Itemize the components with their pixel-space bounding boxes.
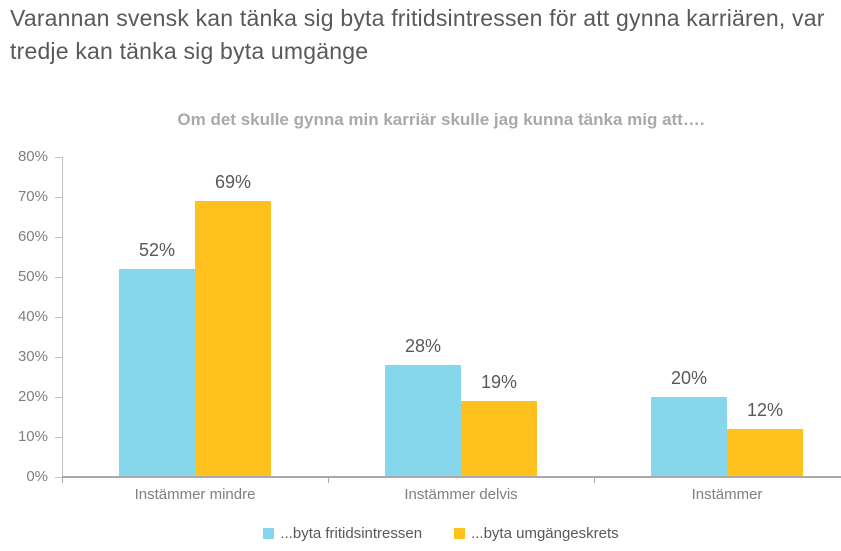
y-axis-label: 70% (17, 188, 48, 205)
y-axis-tick (55, 477, 62, 478)
x-axis-line (62, 476, 841, 478)
x-axis-tick (594, 477, 595, 483)
y-axis-label: 50% (17, 268, 48, 285)
y-axis-tick (55, 317, 62, 318)
legend-item: ...byta fritidsintressen (263, 525, 422, 542)
x-axis-tick (328, 477, 329, 483)
y-axis-tick (55, 157, 62, 158)
y-axis-label: 60% (17, 228, 48, 245)
category-label: Instämmer delvis (404, 486, 518, 503)
legend-swatch-icon (454, 528, 466, 539)
y-axis-tick (55, 437, 62, 438)
bar (651, 397, 727, 477)
legend-swatch-icon (263, 528, 275, 539)
y-axis-tick (55, 397, 62, 398)
y-axis-tick (55, 237, 62, 238)
legend-item: ...byta umgängeskrets (454, 525, 619, 542)
bar-value-label: 69% (214, 172, 252, 192)
y-axis-label: 10% (17, 428, 48, 445)
y-axis-label: 30% (17, 348, 48, 365)
legend-label: ...byta fritidsintressen (280, 525, 423, 542)
bar-value-label: 52% (138, 240, 176, 260)
y-axis-label: 20% (17, 388, 48, 405)
bar-value-label: 28% (404, 336, 442, 356)
chart-subtitle: Om det skulle gynna min karriär skulle j… (177, 110, 705, 129)
bar (119, 269, 195, 477)
y-axis-label: 0% (26, 468, 48, 485)
bar (727, 429, 803, 477)
bar (385, 365, 461, 477)
page-title: Varannan svensk kan tänka sig byta friti… (10, 5, 825, 64)
bar (461, 401, 537, 477)
legend-label: ...byta umgängeskrets (471, 525, 619, 542)
bar-value-label: 12% (746, 400, 784, 420)
bar-value-label: 20% (670, 368, 708, 388)
y-axis-line (62, 157, 63, 477)
bar-value-label: 19% (480, 372, 518, 392)
y-axis-label: 40% (17, 308, 48, 325)
y-axis-label: 80% (17, 148, 48, 165)
bar (195, 201, 271, 477)
y-axis-tick (55, 277, 62, 278)
y-axis-tick (55, 357, 62, 358)
y-axis-tick (55, 197, 62, 198)
category-label: Instämmer (691, 486, 763, 503)
legend: ...byta fritidsintressen ...byta umgänges… (62, 525, 820, 542)
x-axis-tick (62, 477, 63, 483)
category-label: Instämmer mindre (134, 486, 256, 503)
